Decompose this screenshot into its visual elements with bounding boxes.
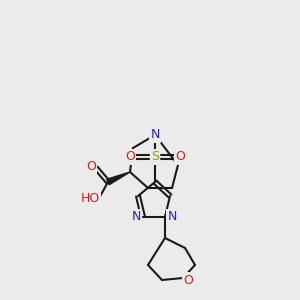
Text: O: O bbox=[86, 160, 96, 172]
Text: O: O bbox=[183, 274, 193, 286]
Text: N: N bbox=[150, 128, 160, 142]
Text: N: N bbox=[131, 211, 141, 224]
Text: N: N bbox=[167, 211, 177, 224]
Text: O: O bbox=[125, 151, 135, 164]
Polygon shape bbox=[107, 172, 130, 185]
Text: HO: HO bbox=[80, 191, 100, 205]
Text: O: O bbox=[175, 151, 185, 164]
Text: S: S bbox=[151, 151, 159, 164]
